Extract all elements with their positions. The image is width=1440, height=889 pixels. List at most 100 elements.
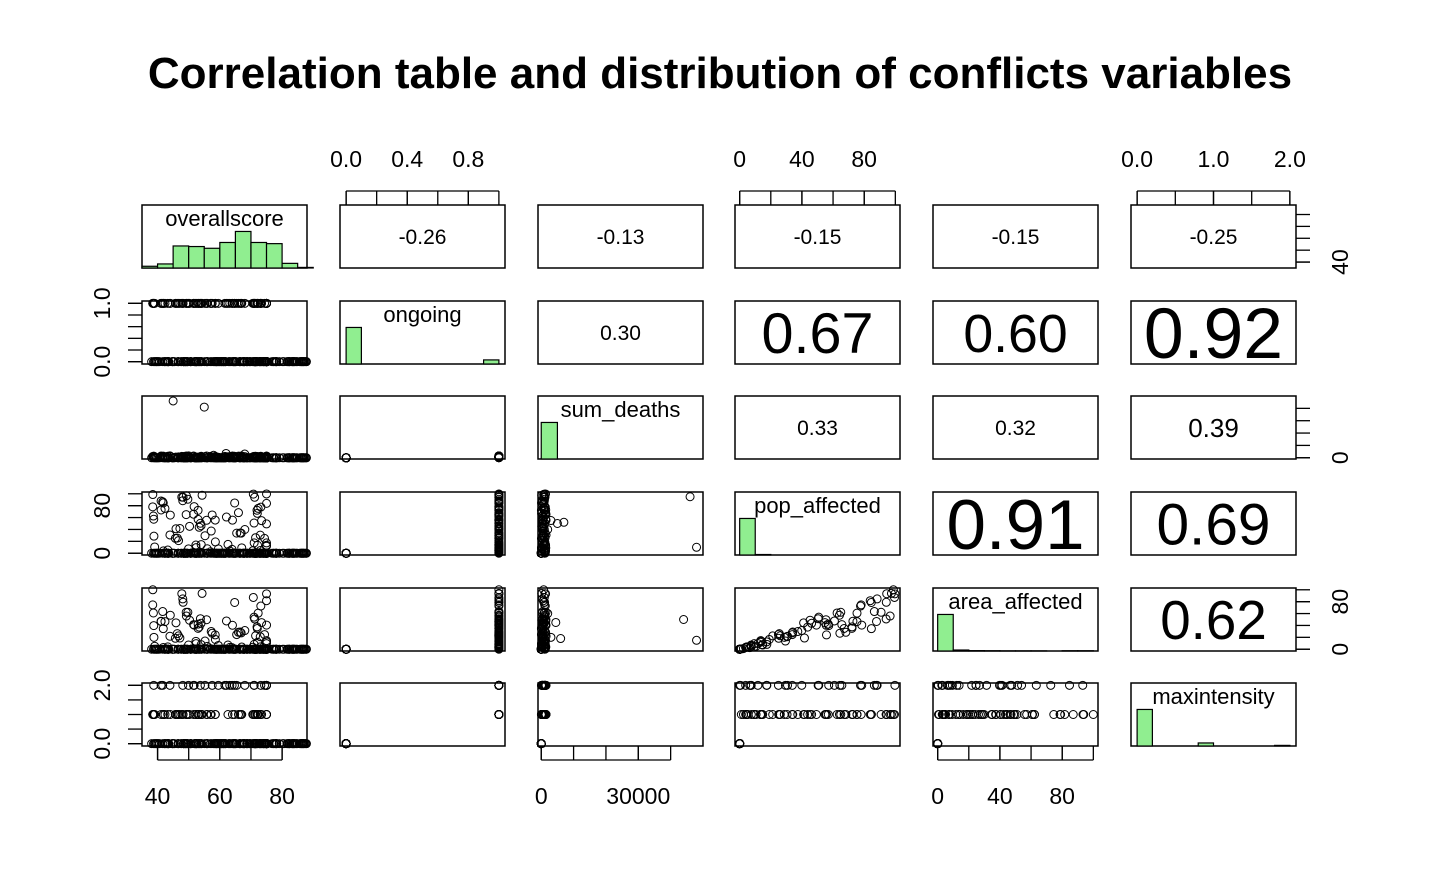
scatter-point bbox=[341, 453, 351, 463]
scatter-point bbox=[301, 453, 311, 463]
scatter-point bbox=[156, 496, 166, 506]
scatter-point bbox=[185, 521, 195, 531]
scatter-point bbox=[175, 633, 185, 643]
scatter-point bbox=[193, 623, 203, 633]
scatter-point bbox=[158, 624, 168, 634]
scatter-point bbox=[262, 453, 272, 463]
scatter-point bbox=[195, 298, 205, 308]
tick-label: 0 bbox=[931, 783, 944, 809]
tick-label: 0 bbox=[1327, 643, 1353, 656]
scatter-point bbox=[173, 644, 183, 654]
panel-frame bbox=[537, 300, 704, 365]
scatter-point bbox=[494, 515, 504, 525]
scatter-point bbox=[251, 533, 261, 543]
scatter-point bbox=[197, 588, 207, 598]
tick-label: 30000 bbox=[606, 783, 670, 809]
scatter-point bbox=[207, 298, 217, 308]
panel-frame bbox=[1130, 491, 1297, 556]
scatter-point bbox=[283, 644, 293, 654]
scatter-point bbox=[171, 524, 181, 534]
scatter-point bbox=[171, 618, 181, 628]
scatter-point bbox=[179, 453, 189, 463]
scatter-point bbox=[260, 298, 270, 308]
scatter-point bbox=[866, 624, 876, 634]
histogram-bar bbox=[203, 247, 221, 269]
scatter-point bbox=[205, 548, 215, 558]
scatter-point bbox=[195, 614, 205, 624]
scatter-point bbox=[278, 644, 288, 654]
scatter-point bbox=[165, 510, 175, 520]
scatter-point bbox=[212, 357, 222, 367]
panel-frame bbox=[1130, 300, 1297, 365]
scatter-point bbox=[296, 548, 306, 558]
panel-frame bbox=[734, 682, 901, 747]
scatter-point bbox=[274, 357, 284, 367]
scatter-point bbox=[173, 357, 183, 367]
scatter-point bbox=[1068, 710, 1078, 719]
scatter-point bbox=[278, 453, 288, 463]
scatter-point bbox=[160, 357, 170, 367]
scatter-point bbox=[189, 453, 199, 463]
scatter-point bbox=[177, 357, 187, 367]
scatter-point bbox=[173, 548, 183, 558]
scatter-point bbox=[248, 592, 258, 602]
variable-name-label: maxintensity bbox=[1152, 684, 1274, 709]
scatter-point bbox=[172, 629, 182, 639]
scatter-point bbox=[341, 644, 351, 654]
scatter-point bbox=[232, 528, 242, 538]
scatter-point bbox=[257, 618, 267, 628]
scatter-point bbox=[799, 633, 809, 643]
correlation-label: -0.26 bbox=[399, 226, 447, 249]
tick-label: 40 bbox=[1327, 249, 1353, 275]
scatter-point bbox=[177, 589, 187, 599]
scatter-point bbox=[494, 537, 504, 547]
histogram-bar bbox=[219, 241, 236, 269]
scatter-point bbox=[158, 497, 168, 507]
scatter-point bbox=[185, 357, 195, 367]
scatter-point bbox=[253, 298, 263, 308]
panel-frame bbox=[339, 204, 506, 269]
panel-frame bbox=[932, 300, 1099, 365]
scatter-point bbox=[232, 298, 242, 308]
panel-frame bbox=[537, 204, 704, 269]
scatter-point bbox=[243, 357, 253, 367]
scatter-point bbox=[260, 533, 270, 543]
tick-label: 0.0 bbox=[89, 346, 115, 378]
scatter-point bbox=[202, 548, 212, 558]
histogram-bar bbox=[483, 359, 500, 365]
correlation-label: 0.33 bbox=[797, 417, 838, 440]
scatter-point bbox=[556, 634, 566, 644]
scatter-point bbox=[149, 298, 159, 308]
scatter-point bbox=[301, 548, 311, 558]
correlation-label: 0.67 bbox=[762, 302, 874, 366]
scatter-point bbox=[164, 644, 174, 654]
scatter-point bbox=[177, 492, 187, 502]
scatter-point bbox=[182, 357, 192, 367]
scatter-point bbox=[202, 298, 212, 308]
scatter-point bbox=[193, 505, 203, 515]
scatter-point bbox=[262, 357, 272, 367]
scatter-point bbox=[184, 298, 194, 308]
scatter-point bbox=[257, 548, 267, 558]
histogram-bar bbox=[345, 326, 362, 365]
scatter-point bbox=[252, 623, 262, 633]
panel-frame bbox=[141, 300, 308, 365]
scatter-point bbox=[494, 508, 504, 518]
scatter-point bbox=[238, 357, 248, 367]
scatter-point bbox=[262, 596, 272, 606]
scatter-point bbox=[182, 548, 192, 558]
scatter-point bbox=[257, 357, 267, 367]
scatter-point bbox=[301, 644, 311, 654]
tick-label: 40 bbox=[145, 783, 171, 809]
variable-name-label: pop_affected bbox=[754, 493, 881, 518]
variable-name-label: sum_deaths bbox=[561, 397, 681, 422]
scatter-point bbox=[238, 644, 248, 654]
scatter-point bbox=[235, 528, 245, 538]
scatter-point bbox=[227, 620, 237, 630]
scatter-point bbox=[202, 644, 212, 654]
scatter-point bbox=[494, 512, 504, 522]
scatter-point bbox=[296, 453, 306, 463]
scatter-point bbox=[494, 548, 504, 558]
scatter-point bbox=[205, 357, 215, 367]
